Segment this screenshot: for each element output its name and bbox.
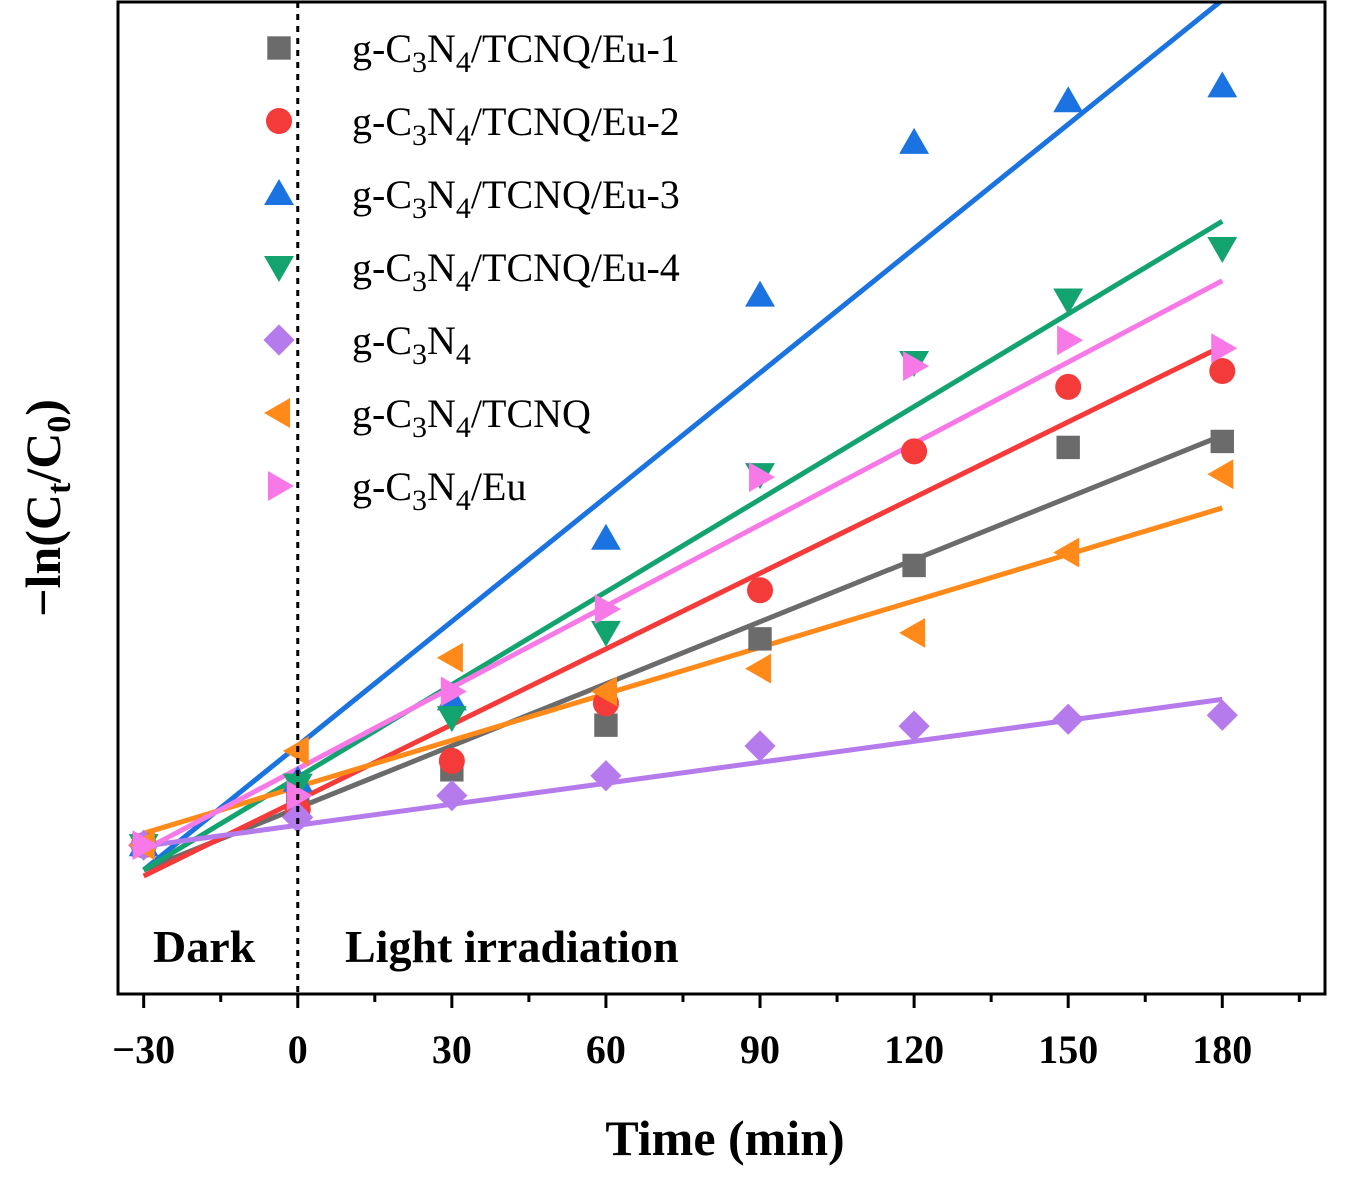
region-label-dark: Dark: [153, 921, 256, 972]
data-point-g-c3n4-tcnq-eu-1-7: [1210, 429, 1234, 454]
legend-label-g-c3n4-tcnq: g-C3N4/TCNQ: [352, 391, 591, 444]
legend: g-C3N4/TCNQ/Eu-1 g-C3N4/TCNQ/Eu-2 g-C3N4/T…: [263, 26, 680, 517]
data-point-g-c3n4-6: [1052, 703, 1084, 735]
data-point-g-c3n4-tcnq-7: [1207, 459, 1234, 490]
y-title-prefix: −ln(C: [15, 494, 71, 617]
y-title-mid: /C: [15, 433, 71, 484]
legend-label-g-c3n4-tcnq-eu-2: g-C3N4/TCNQ/Eu-2: [352, 99, 680, 152]
data-point-g-c3n4-tcnq-eu-1-4: [748, 627, 772, 651]
data-point-g-c3n4-tcnq-eu-3-7: [1207, 71, 1238, 98]
x-tick-label: 0: [288, 1027, 308, 1072]
fit-lines-layer: [142, 2, 1224, 879]
data-point-g-c3n4-eu-1: [286, 780, 313, 811]
data-point-g-c3n4-tcnq-eu-4-2: [436, 706, 467, 733]
data-point-g-c3n4-eu-2: [440, 676, 467, 707]
data-point-g-c3n4-eu-3: [594, 594, 621, 625]
fit-line-g-c3n4-tcnq-eu-1: [142, 433, 1224, 873]
data-point-g-c3n4-tcnq-eu-2-4: [747, 577, 774, 604]
data-point-g-c3n4-3: [590, 760, 622, 792]
data-point-g-c3n4-eu-0: [132, 830, 159, 861]
x-tick-label: 30: [432, 1027, 472, 1072]
data-point-g-c3n4-tcnq-4: [745, 653, 772, 684]
data-point-g-c3n4-tcnq-eu-4-6: [1053, 288, 1084, 315]
data-point-g-c3n4-tcnq-eu-3-5: [899, 127, 930, 154]
plot-frame: [116, 0, 1327, 996]
data-point-g-c3n4-5: [898, 710, 930, 742]
x-tick-label: 150: [1038, 1027, 1098, 1072]
data-point-g-c3n4-tcnq-eu-3-4: [745, 280, 775, 307]
data-point-g-c3n4-2: [436, 780, 468, 812]
legend-marker-g-c3n4-tcnq: [264, 398, 291, 428]
x-tick-label: 120: [884, 1027, 944, 1072]
data-point-g-c3n4-tcnq-eu-4-3: [590, 620, 621, 647]
x-tick-label: −30: [112, 1027, 175, 1072]
legend-label-g-c3n4-tcnq-eu-1: g-C3N4/TCNQ/Eu-1: [352, 26, 680, 79]
legend-marker-g-c3n4-tcnq-eu-3: [264, 179, 294, 206]
data-point-g-c3n4-eu-5: [903, 351, 930, 382]
y-title-suffix: ): [15, 399, 71, 416]
legend-label-g-c3n4-eu: g-C3N4/Eu: [352, 464, 526, 517]
x-axis-title: Time (min): [605, 1110, 844, 1166]
legend-label-g-c3n4-tcnq-eu-4: g-C3N4/TCNQ/Eu-4: [352, 245, 680, 298]
data-point-g-c3n4-4: [744, 730, 776, 762]
data-point-g-c3n4-tcnq-eu-2-2: [438, 747, 465, 774]
data-point-g-c3n4-tcnq-eu-3-6: [1053, 86, 1084, 113]
x-tick-label: 180: [1192, 1027, 1252, 1072]
y-title-sub-0: 0: [41, 416, 78, 433]
markers-layer: [128, 71, 1238, 861]
data-point-g-c3n4-tcnq-eu-1-5: [902, 553, 926, 578]
data-point-g-c3n4-tcnq-1: [282, 736, 309, 766]
data-point-g-c3n4-tcnq-3: [590, 676, 617, 707]
y-axis-title: −ln(Ct/C0): [15, 399, 78, 617]
fit-line-g-c3n4-tcnq-eu-4: [142, 219, 1224, 873]
data-point-g-c3n4-eu-4: [748, 462, 775, 493]
fit-line-g-c3n4-tcnq: [142, 505, 1223, 836]
data-point-g-c3n4-tcnq-eu-1-6: [1056, 435, 1080, 460]
legend-marker-g-c3n4-tcnq-eu-2: [266, 108, 292, 134]
x-tick-label: 60: [586, 1027, 626, 1072]
data-point-g-c3n4-tcnq-eu-2-6: [1055, 373, 1082, 400]
legend-label-g-c3n4-tcnq-eu-3: g-C3N4/TCNQ/Eu-3: [352, 172, 680, 225]
x-tick-label: 90: [740, 1027, 780, 1072]
data-point-g-c3n4-tcnq-6: [1053, 537, 1080, 568]
region-label-light: Light irradiation: [345, 921, 679, 972]
data-point-g-c3n4-tcnq-eu-2-7: [1209, 358, 1236, 385]
y-title-sub-t: t: [41, 482, 78, 494]
legend-marker-g-c3n4-eu: [267, 471, 294, 501]
data-point-g-c3n4-tcnq-eu-1-3: [594, 713, 618, 737]
fit-line-g-c3n4-tcnq-eu-2: [142, 343, 1224, 879]
data-point-g-c3n4-1: [282, 801, 314, 834]
legend-marker-g-c3n4-tcnq-eu-4: [264, 255, 294, 282]
data-point-g-c3n4-tcnq-eu-4-7: [1207, 236, 1238, 263]
data-point-g-c3n4-tcnq-2: [436, 642, 463, 673]
legend-marker-g-c3n4-tcnq-eu-1: [267, 36, 291, 60]
data-point-g-c3n4-tcnq-eu-3-3: [590, 523, 621, 550]
data-point-g-c3n4-eu-6: [1057, 325, 1084, 356]
legend-label-g-c3n4: g-C3N4: [352, 318, 471, 371]
fit-line-g-c3n4-eu: [142, 278, 1224, 853]
data-point-g-c3n4-tcnq-eu-2-5: [901, 438, 928, 465]
data-point-g-c3n4-eu-7: [1211, 333, 1238, 364]
fit-line-g-c3n4-tcnq-eu-3: [142, 2, 1224, 872]
data-point-g-c3n4-tcnq-5: [899, 617, 926, 648]
x-axis-ticks: −30 0 30 60 90 120 150 180: [112, 994, 1301, 1072]
fit-line-g-c3n4: [143, 696, 1223, 849]
data-point-g-c3n4-7: [1206, 699, 1238, 731]
legend-marker-g-c3n4: [263, 324, 295, 356]
